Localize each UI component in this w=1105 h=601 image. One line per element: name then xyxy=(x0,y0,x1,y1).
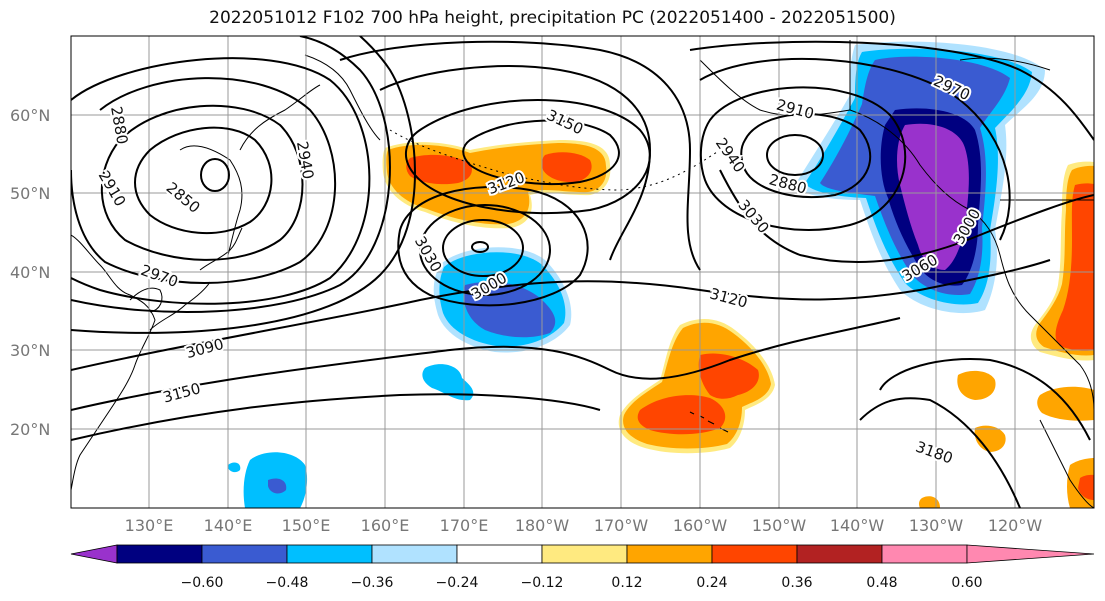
shade-strong-positive xyxy=(698,353,759,399)
shade-positive xyxy=(918,496,940,508)
lon-label: 160°W xyxy=(673,516,728,535)
shade-strong-positive xyxy=(1078,474,1094,500)
shade-strong-positive xyxy=(1055,183,1094,351)
colorbar-segment xyxy=(201,544,288,564)
latitude-axis: 60°N 50°N 40°N 30°N 20°N xyxy=(10,106,50,439)
colorbar-tick-label: −0.60 xyxy=(181,575,224,591)
lon-label: 130°W xyxy=(909,516,964,535)
shade-moderate-negative xyxy=(228,462,241,473)
lon-label: 180°W xyxy=(515,516,570,535)
lon-label: 150°W xyxy=(752,516,807,535)
shade-positive xyxy=(974,425,1006,452)
colorbar-segment xyxy=(541,544,628,564)
lon-label: 160°E xyxy=(361,516,410,535)
shade-strong-negative xyxy=(897,123,969,270)
colorbar-segment xyxy=(796,544,883,564)
shade-positive xyxy=(957,370,996,400)
colorbar-segment xyxy=(371,544,458,564)
colorbar-extend-high xyxy=(966,544,1095,564)
colorbar-tick-label: 0.12 xyxy=(611,575,642,591)
shade-strong-positive xyxy=(541,152,592,183)
colorbar-extend-low xyxy=(70,544,118,564)
lon-label: 140°W xyxy=(830,516,885,535)
coastlines xyxy=(71,40,1094,508)
map-frame xyxy=(70,35,1095,509)
colorbar-tick-label: −0.12 xyxy=(521,575,564,591)
colorbar-tick-label: −0.36 xyxy=(351,575,394,591)
colorbar-tick-label: 0.24 xyxy=(696,575,727,591)
lat-label: 20°N xyxy=(10,420,50,439)
colorbar-tick-label: −0.48 xyxy=(266,575,309,591)
map-title: 2022051012 F102 700 hPa height, precipit… xyxy=(209,8,896,28)
lon-label: 130°E xyxy=(125,516,174,535)
colorbar-segment xyxy=(286,544,373,564)
colorbar-segment xyxy=(881,544,968,564)
colorbar-segment xyxy=(456,544,543,564)
colorbar-segment xyxy=(116,544,203,564)
lat-label: 60°N xyxy=(10,106,50,125)
shade-strong-positive xyxy=(637,395,726,435)
colorbar-tick-label: 0.48 xyxy=(866,575,897,591)
shade-negative xyxy=(268,478,287,494)
lon-label: 140°E xyxy=(204,516,253,535)
longitude-axis: 130°E 140°E 150°E 160°E 170°E 180°W 170°… xyxy=(125,516,1043,535)
height-contours xyxy=(71,36,1094,508)
shade-strong-positive xyxy=(406,154,472,185)
lat-label: 50°N xyxy=(10,184,50,203)
colorbar-tick-label: 0.60 xyxy=(951,575,982,591)
lon-label: 170°E xyxy=(440,516,489,535)
lat-label: 30°N xyxy=(10,341,50,360)
colorbar: −0.60 −0.48 −0.36 −0.24 −0.12 0.12 0.24 … xyxy=(70,544,1095,591)
colorbar-segment xyxy=(711,544,798,564)
colorbar-tick-label: 0.36 xyxy=(781,575,812,591)
lon-label: 170°W xyxy=(594,516,649,535)
colorbar-tick-label: −0.24 xyxy=(436,575,479,591)
lat-label: 40°N xyxy=(10,263,50,282)
lon-label: 120°W xyxy=(988,516,1043,535)
colorbar-segment xyxy=(626,544,713,564)
lon-label: 150°E xyxy=(282,516,331,535)
shade-moderate-negative xyxy=(422,364,474,401)
